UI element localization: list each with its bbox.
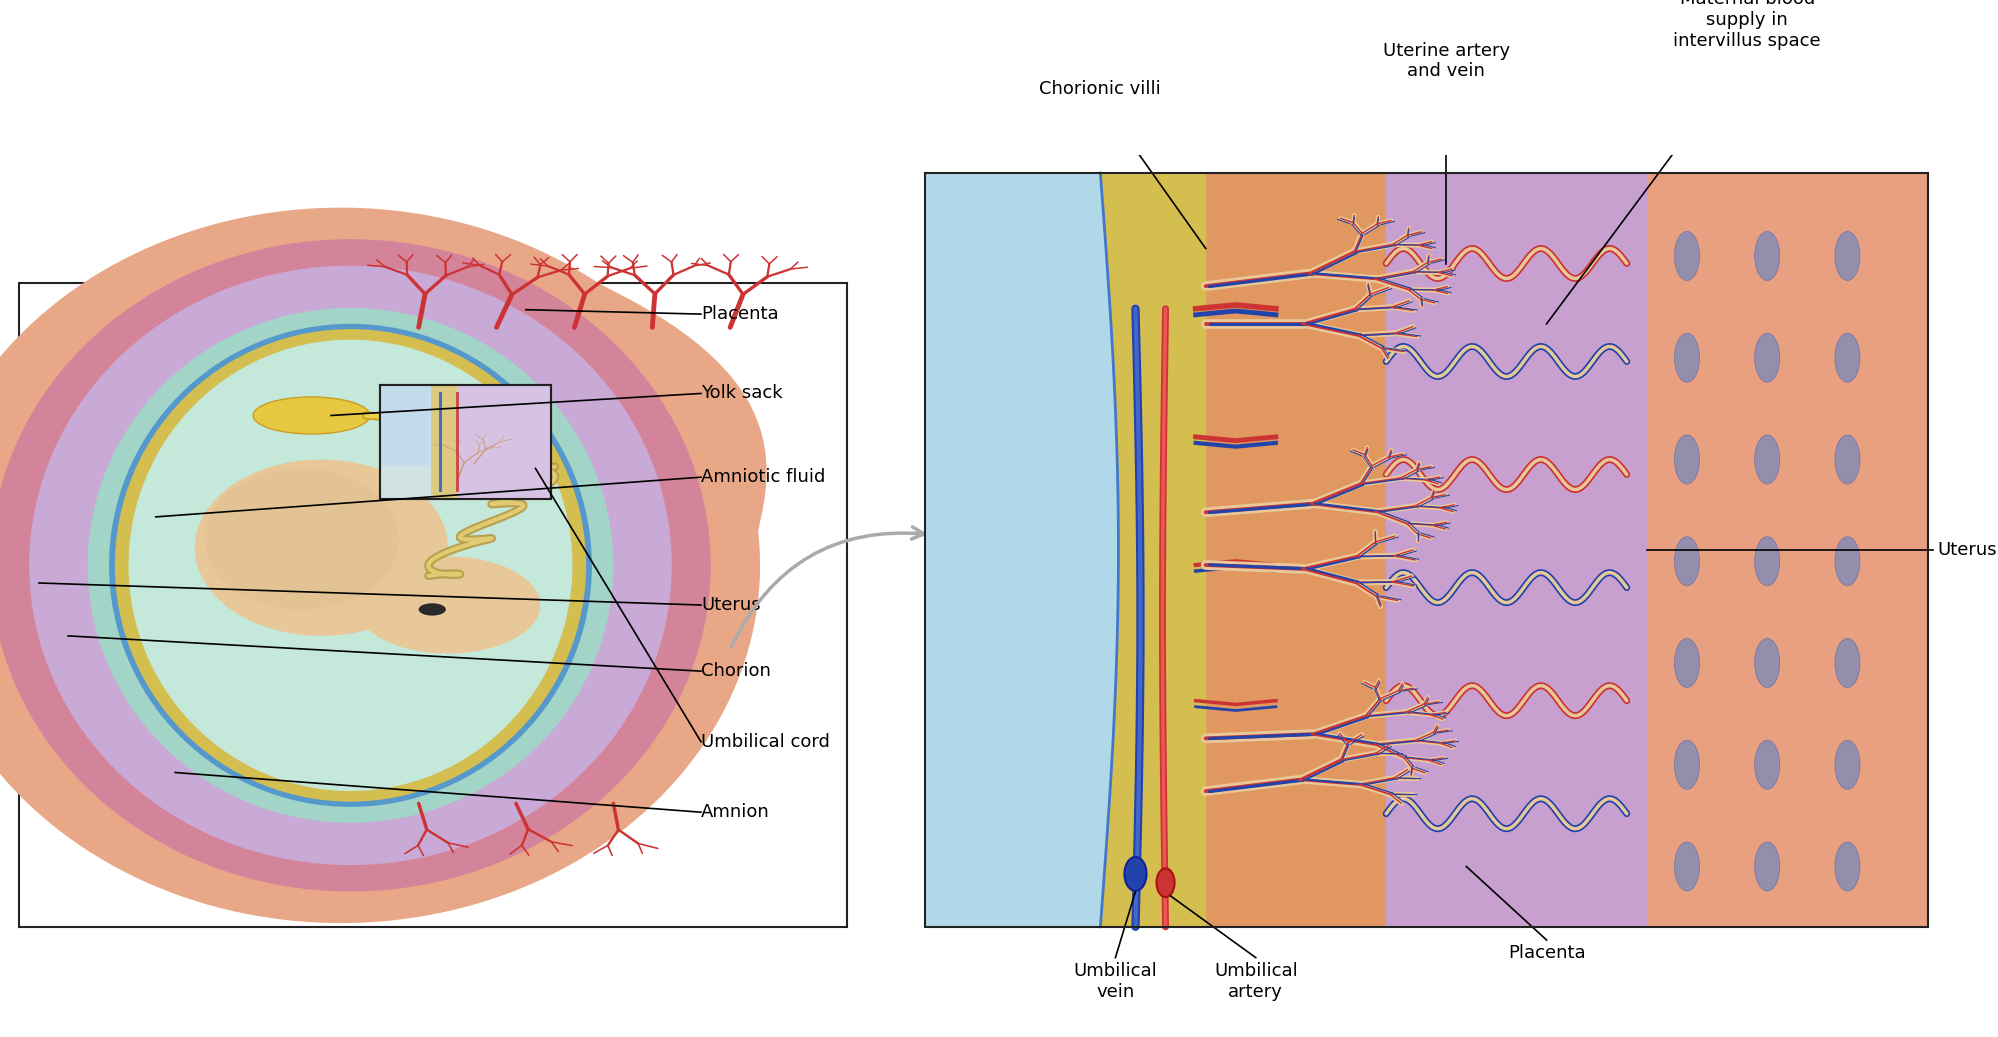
Ellipse shape [1834,842,1858,891]
Text: Umbilical
vein: Umbilical vein [1073,962,1157,1001]
Text: Amniotic fluid: Amniotic fluid [701,468,825,486]
Bar [380,385,551,499]
Text: Uterine artery
and vein: Uterine artery and vein [1383,41,1508,81]
Ellipse shape [0,240,711,892]
Text: Uterus: Uterus [701,596,759,614]
Ellipse shape [356,557,539,653]
Ellipse shape [114,329,585,802]
Text: Uterus: Uterus [1936,541,1996,559]
Ellipse shape [1834,639,1858,688]
Ellipse shape [1674,231,1698,280]
Ellipse shape [1674,435,1698,484]
Ellipse shape [1754,740,1778,789]
Ellipse shape [1754,537,1778,586]
Ellipse shape [1834,537,1858,586]
Circle shape [418,604,446,616]
Ellipse shape [128,340,571,791]
Ellipse shape [1674,842,1698,891]
Ellipse shape [194,459,448,636]
Ellipse shape [1754,435,1778,484]
Ellipse shape [1754,639,1778,688]
Ellipse shape [1157,868,1175,897]
Bar [380,385,551,499]
Ellipse shape [1834,435,1858,484]
Polygon shape [380,565,468,592]
Ellipse shape [1674,639,1698,688]
Ellipse shape [88,308,613,822]
Polygon shape [0,208,765,922]
Bar [925,173,1926,927]
Ellipse shape [1754,333,1778,383]
Text: Umbilical cord: Umbilical cord [701,733,829,751]
Polygon shape [925,173,1117,927]
Bar [380,385,432,465]
Text: Maternal blood
supply in
intervillus space: Maternal blood supply in intervillus spa… [1672,0,1820,50]
Text: Placenta: Placenta [1506,945,1584,962]
Ellipse shape [1754,231,1778,280]
Ellipse shape [1123,857,1147,891]
Text: Umbilical
artery: Umbilical artery [1213,962,1297,1001]
Ellipse shape [204,469,400,610]
Text: Chorionic villi: Chorionic villi [1039,80,1161,99]
Bar [1646,173,1926,927]
Bar [925,173,1926,927]
Bar [432,385,458,499]
Text: Placenta: Placenta [701,305,777,324]
Ellipse shape [1834,333,1858,383]
Text: Chorion: Chorion [701,663,771,680]
Bar [458,385,551,499]
Ellipse shape [254,397,370,435]
Bar [380,465,432,499]
Ellipse shape [30,265,671,865]
Bar [20,283,847,927]
Text: Amnion: Amnion [701,804,769,821]
Ellipse shape [1754,842,1778,891]
Bar [1385,173,1646,927]
Polygon shape [1099,173,1205,927]
Ellipse shape [1674,740,1698,789]
Ellipse shape [1834,231,1858,280]
Ellipse shape [1834,740,1858,789]
Text: Yolk sack: Yolk sack [701,385,781,402]
Bar [1205,173,1385,927]
Ellipse shape [1674,333,1698,383]
Ellipse shape [110,324,591,807]
Ellipse shape [1674,537,1698,586]
